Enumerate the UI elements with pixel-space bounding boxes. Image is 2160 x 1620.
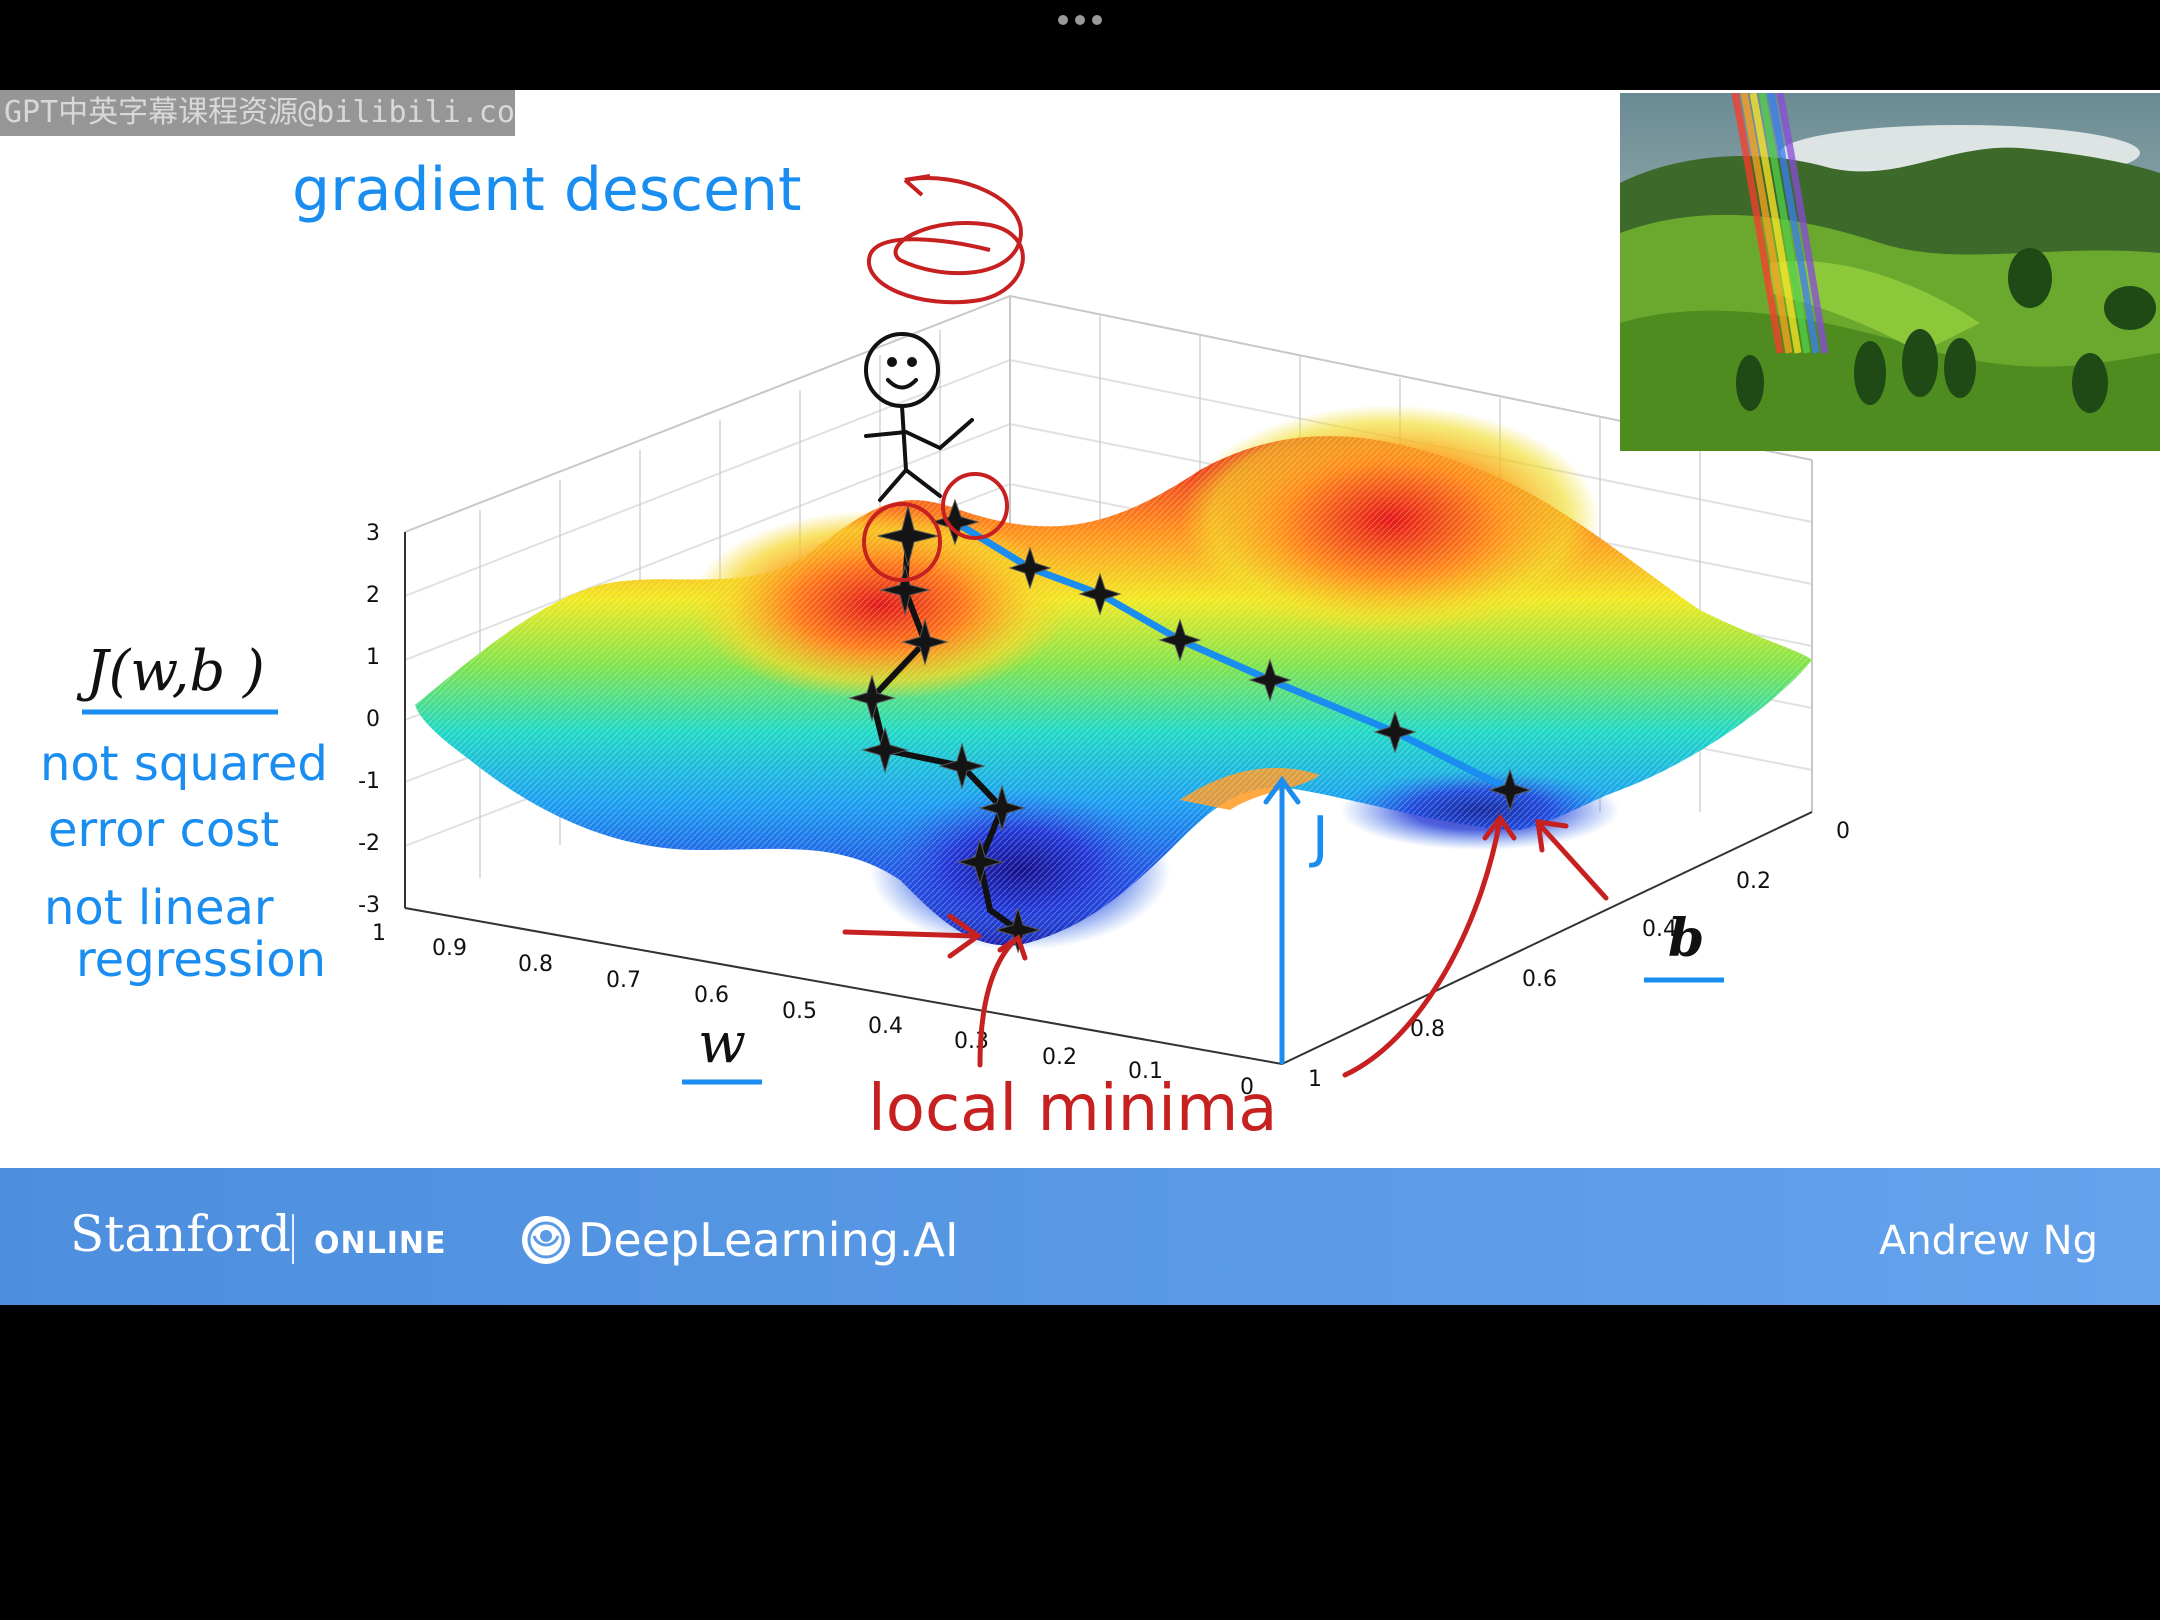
footer-banner: Stanford ONLINE DeepLearning.AI Andrew N… bbox=[0, 1168, 2160, 1305]
cost-surface bbox=[415, 405, 1812, 950]
z-tick: -1 bbox=[358, 769, 380, 794]
deeplearning-ai-text: DeepLearning.AI bbox=[578, 1213, 959, 1267]
b-tick: 0.4 bbox=[1642, 917, 1677, 942]
b-tick-labels: 0 0.2 0.4 0.6 0.8 1 bbox=[1308, 819, 1850, 1092]
note-line-1: not squared bbox=[40, 736, 328, 792]
b-tick: 1 bbox=[1308, 1067, 1322, 1092]
j-label: J bbox=[1309, 805, 1329, 870]
red-swirl bbox=[862, 174, 1025, 582]
z-tick: -3 bbox=[358, 893, 380, 918]
presenter-name: Andrew Ng bbox=[1878, 1218, 2098, 1264]
slide-title: gradient descent bbox=[292, 155, 802, 225]
z-tick: 0 bbox=[366, 707, 380, 732]
z-tick: 3 bbox=[366, 521, 380, 546]
stanford-logo-text: Stanford bbox=[70, 1205, 291, 1263]
b-tick: 0.2 bbox=[1736, 869, 1771, 894]
w-axis-label: w bbox=[698, 1011, 746, 1076]
w-tick: 0 bbox=[1240, 1075, 1254, 1100]
b-tick: 0 bbox=[1836, 819, 1850, 844]
note-line-4: regression bbox=[76, 932, 326, 988]
w-tick: 0.9 bbox=[432, 936, 467, 961]
online-label: ONLINE bbox=[314, 1226, 447, 1261]
descent-path-left bbox=[868, 535, 1020, 933]
more-options-icon[interactable] bbox=[1058, 12, 1102, 28]
note-line-3: not linear bbox=[44, 880, 274, 936]
b-tick: 0.6 bbox=[1522, 967, 1557, 992]
note-line-2: error cost bbox=[48, 802, 279, 858]
stick-figure bbox=[864, 332, 974, 502]
w-tick: 0.6 bbox=[694, 983, 729, 1008]
logo-separator bbox=[292, 1214, 294, 1264]
w-tick: 1 bbox=[372, 921, 386, 946]
j-height-arrow bbox=[1263, 775, 1301, 1065]
top-bar bbox=[0, 0, 2160, 90]
w-tick: 0.1 bbox=[1128, 1059, 1163, 1084]
z-tick: -2 bbox=[358, 831, 380, 856]
watermark: GPT中英字幕课程资源@bilibili.com bbox=[0, 90, 515, 136]
b-tick: 0.8 bbox=[1410, 1017, 1445, 1042]
red-arrows bbox=[842, 813, 1609, 1078]
local-minima-label: local minima bbox=[868, 1072, 1278, 1146]
w-tick: 0.2 bbox=[1042, 1045, 1077, 1070]
z-tick: 1 bbox=[366, 645, 380, 670]
surface-plot: 3 2 1 0 -1 -2 -3 1 0.9 0.8 0.7 0.6 0.5 0… bbox=[40, 155, 1850, 1146]
deeplearning-ai-logo-icon bbox=[522, 1216, 570, 1264]
descent-steps bbox=[848, 498, 1532, 954]
w-tick: 0.7 bbox=[606, 968, 641, 993]
b-axis-label: b bbox=[1668, 908, 1704, 969]
letterbox-bottom bbox=[0, 1305, 2160, 1620]
pip-landscape-image[interactable] bbox=[1620, 93, 2160, 451]
w-tick: 0.8 bbox=[518, 952, 553, 977]
z-tick: 2 bbox=[366, 583, 380, 608]
cost-function-label: J(w,b ) bbox=[76, 639, 265, 704]
z-tick-labels: 3 2 1 0 -1 -2 -3 bbox=[358, 521, 380, 918]
w-tick: 0.5 bbox=[782, 999, 817, 1024]
w-tick: 0.4 bbox=[868, 1014, 903, 1039]
